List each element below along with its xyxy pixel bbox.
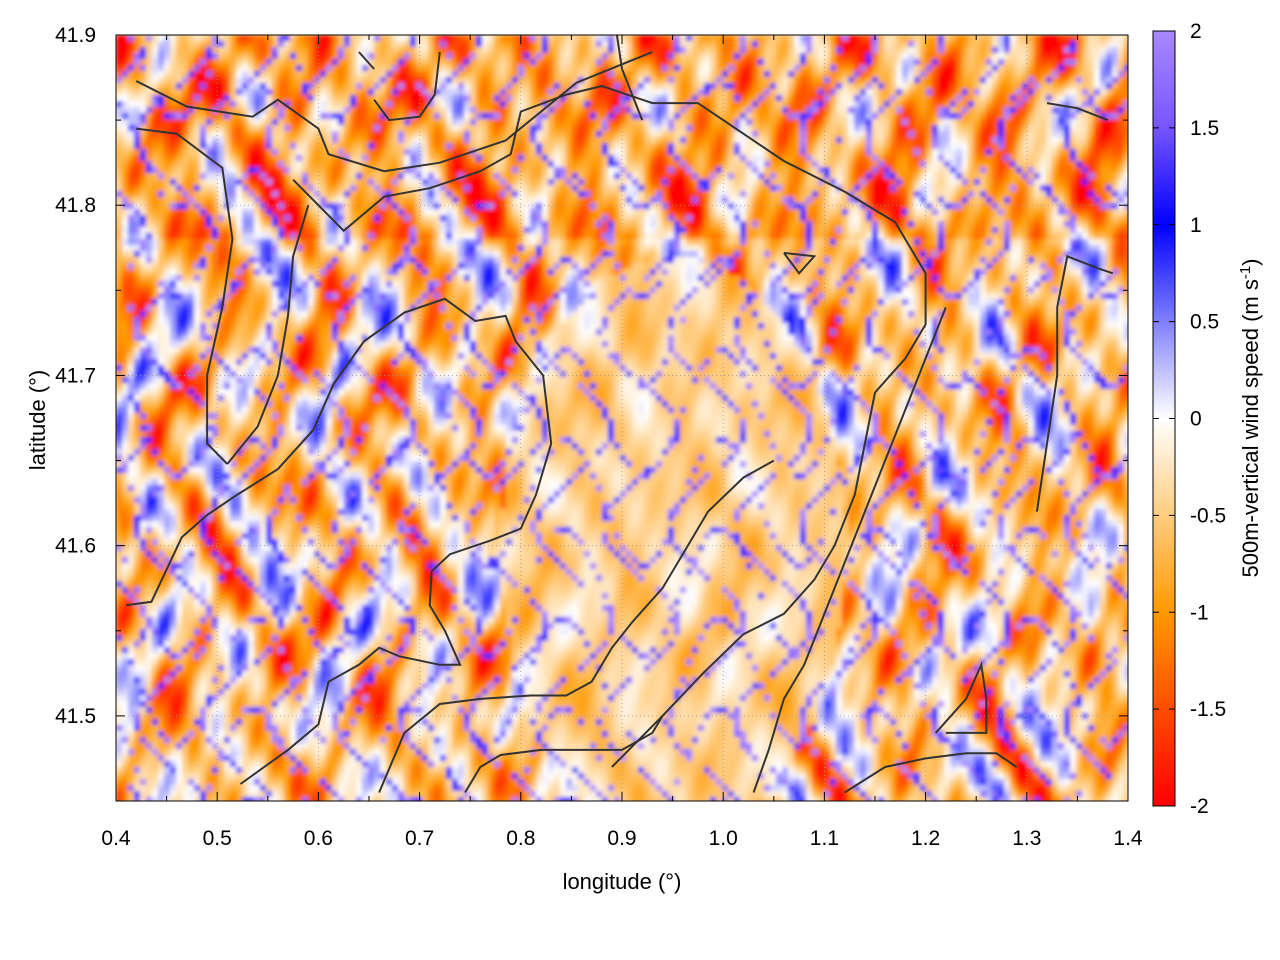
x-tick-label: 1.3 — [1012, 827, 1041, 850]
x-tick-label: 0.9 — [607, 827, 636, 850]
x-tick-label: 0.5 — [203, 827, 232, 850]
colorbar-tick-label: 1 — [1190, 214, 1202, 237]
colorbar-tick-label: 0.5 — [1190, 311, 1219, 334]
x-axis-label: longitude (°) — [563, 869, 682, 894]
x-tick-label: 0.7 — [405, 827, 434, 850]
colorbar-label: 500m-vertical wind speed (m s-1) — [1237, 258, 1263, 577]
x-tick-label: 0.6 — [304, 827, 333, 850]
colorbar-tick-label: -1.5 — [1190, 698, 1226, 721]
y-tick-label: 41.9 — [55, 24, 96, 47]
x-tick-label: 0.8 — [506, 827, 535, 850]
y-tick-label: 41.6 — [55, 535, 96, 558]
colorbar-tick-label: -0.5 — [1190, 504, 1226, 527]
y-axis-label: latitude (°) — [25, 370, 50, 471]
y-tick-label: 41.8 — [55, 194, 96, 217]
x-tick-label: 1.4 — [1113, 827, 1143, 850]
y-tick-label: 41.5 — [55, 705, 96, 728]
x-tick-label: 1.2 — [911, 827, 940, 850]
heatmap-field — [116, 35, 1128, 801]
colorbar-tick-label: 0 — [1190, 408, 1202, 431]
colorbar-tick-label: -1 — [1190, 601, 1209, 624]
x-tick-label: 1.0 — [709, 827, 738, 850]
y-tick-label: 41.7 — [55, 364, 96, 387]
x-tick-label: 1.1 — [810, 827, 839, 850]
colorbar-tick-label: 1.5 — [1190, 117, 1219, 140]
colorbar-tick-label: -2 — [1190, 795, 1209, 818]
x-tick-label: 0.4 — [101, 827, 131, 850]
colorbar-tick-label: 2 — [1190, 20, 1202, 43]
